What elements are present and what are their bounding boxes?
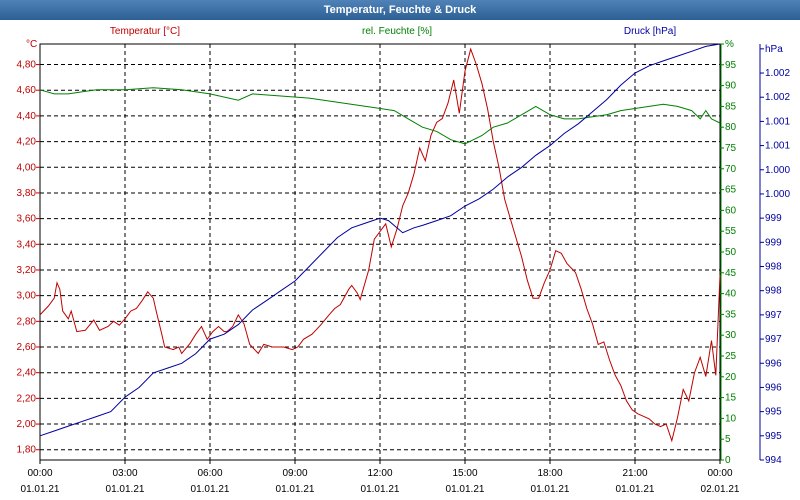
humidity-tick-label: 0 — [725, 455, 731, 466]
pressure-tick-label: 999 — [765, 213, 782, 224]
x-tick-date: 01.01.21 — [531, 484, 570, 495]
pressure-tick-label: 998 — [765, 286, 782, 297]
pressure-series-line — [39, 43, 721, 437]
temperature-tick-label: 2,00 — [17, 419, 37, 430]
chart-title: Temperatur, Feuchte & Druck — [0, 0, 800, 20]
pressure-tick-label: 996 — [765, 382, 782, 393]
humidity-tick-label: 80 — [725, 122, 737, 133]
humidity-tick-label: 45 — [725, 268, 737, 279]
x-tick-time: 06:00 — [197, 468, 222, 479]
pressure-tick-label: 1.000 — [765, 165, 790, 176]
temperature-tick-label: 3,20 — [17, 265, 37, 276]
temperature-tick-label: 3,80 — [17, 188, 37, 199]
humidity-tick-label: 15 — [725, 393, 737, 404]
temperature-tick-label: 3,60 — [17, 214, 37, 225]
x-tick-date: 01.01.21 — [191, 484, 230, 495]
temperature-axis-title: Temperatur [°C] — [110, 26, 180, 37]
humidity-tick-label: 25 — [725, 351, 737, 362]
temperature-tick-label: 2,80 — [17, 316, 37, 327]
pressure-tick-label: 1.002 — [765, 92, 790, 103]
pressure-tick-label: 1.001 — [765, 116, 790, 127]
temperature-tick-label: 4,20 — [17, 137, 37, 148]
humidity-tick-label: 70 — [725, 164, 737, 175]
pressure-tick-label: 997 — [765, 310, 782, 321]
humidity-tick-label: 40 — [725, 289, 737, 300]
pressure-tick-label: 1.000 — [765, 189, 790, 200]
pressure-tick-label: 995 — [765, 407, 782, 418]
temperature-tick-label: 3,00 — [17, 291, 37, 302]
x-tick-time: 00:00 — [27, 468, 52, 479]
x-tick-date: 01.01.21 — [616, 484, 655, 495]
temperature-tick-label: 2,20 — [17, 393, 37, 404]
humidity-tick-label: 30 — [725, 330, 737, 341]
pressure-tick-label: 995 — [765, 431, 782, 442]
humidity-tick-label: 5 — [725, 434, 731, 445]
temperature-series-line — [39, 47, 721, 443]
pressure-tick-label: 1.001 — [765, 141, 790, 152]
humidity-tick-label: 90 — [725, 81, 737, 92]
x-tick-date: 01.01.21 — [276, 484, 315, 495]
humidity-axis-title: rel. Feuchte [%] — [362, 26, 432, 37]
x-tick-time: 15:00 — [452, 468, 477, 479]
pressure-tick-label: 994 — [765, 455, 782, 466]
x-tick-date: 02.01.21 — [701, 484, 740, 495]
temperature-tick-label: 4,00 — [17, 162, 37, 173]
pressure-tick-label: 1.002 — [765, 68, 790, 79]
humidity-tick-label: 60 — [725, 205, 737, 216]
pressure-tick-label: hPa — [765, 44, 783, 55]
pressure-axis-title: Druck [hPa] — [624, 26, 676, 37]
pressure-tick-label: 999 — [765, 237, 782, 248]
humidity-tick-label: 95 — [725, 60, 737, 71]
humidity-tick-label: 20 — [725, 372, 737, 383]
x-tick-time: 21:00 — [622, 468, 647, 479]
temperature-tick-label: 1,80 — [17, 445, 37, 456]
temperature-tick-label: 4,60 — [17, 85, 37, 96]
x-tick-time: 12:00 — [367, 468, 392, 479]
humidity-tick-label: 65 — [725, 185, 737, 196]
temperature-tick-label: 3,40 — [17, 239, 37, 250]
x-tick-date: 01.01.21 — [106, 484, 145, 495]
temperature-tick-label: 2,60 — [17, 342, 37, 353]
temperature-unit-label: °C — [26, 39, 37, 50]
x-tick-time: 03:00 — [112, 468, 137, 479]
humidity-tick-label: % — [725, 39, 734, 50]
pressure-tick-label: 997 — [765, 334, 782, 345]
x-tick-date: 01.01.21 — [361, 484, 400, 495]
x-tick-date: 01.01.21 — [21, 484, 60, 495]
humidity-tick-label: 35 — [725, 309, 737, 320]
x-tick-time: 18:00 — [537, 468, 562, 479]
temperature-tick-label: 2,40 — [17, 368, 37, 379]
x-tick-time: 09:00 — [282, 468, 307, 479]
x-tick-time: 00:00 — [707, 468, 732, 479]
x-tick-date: 01.01.21 — [446, 484, 485, 495]
humidity-tick-label: 55 — [725, 226, 737, 237]
humidity-tick-label: 85 — [725, 101, 737, 112]
pressure-tick-label: 996 — [765, 358, 782, 369]
pressure-tick-label: 998 — [765, 262, 782, 273]
humidity-series-line — [39, 87, 721, 145]
temperature-tick-label: 4,40 — [17, 111, 37, 122]
humidity-tick-label: 75 — [725, 143, 737, 154]
temperature-tick-label: 4,80 — [17, 60, 37, 71]
humidity-tick-label: 10 — [725, 413, 737, 424]
humidity-tick-label: 50 — [725, 247, 737, 258]
